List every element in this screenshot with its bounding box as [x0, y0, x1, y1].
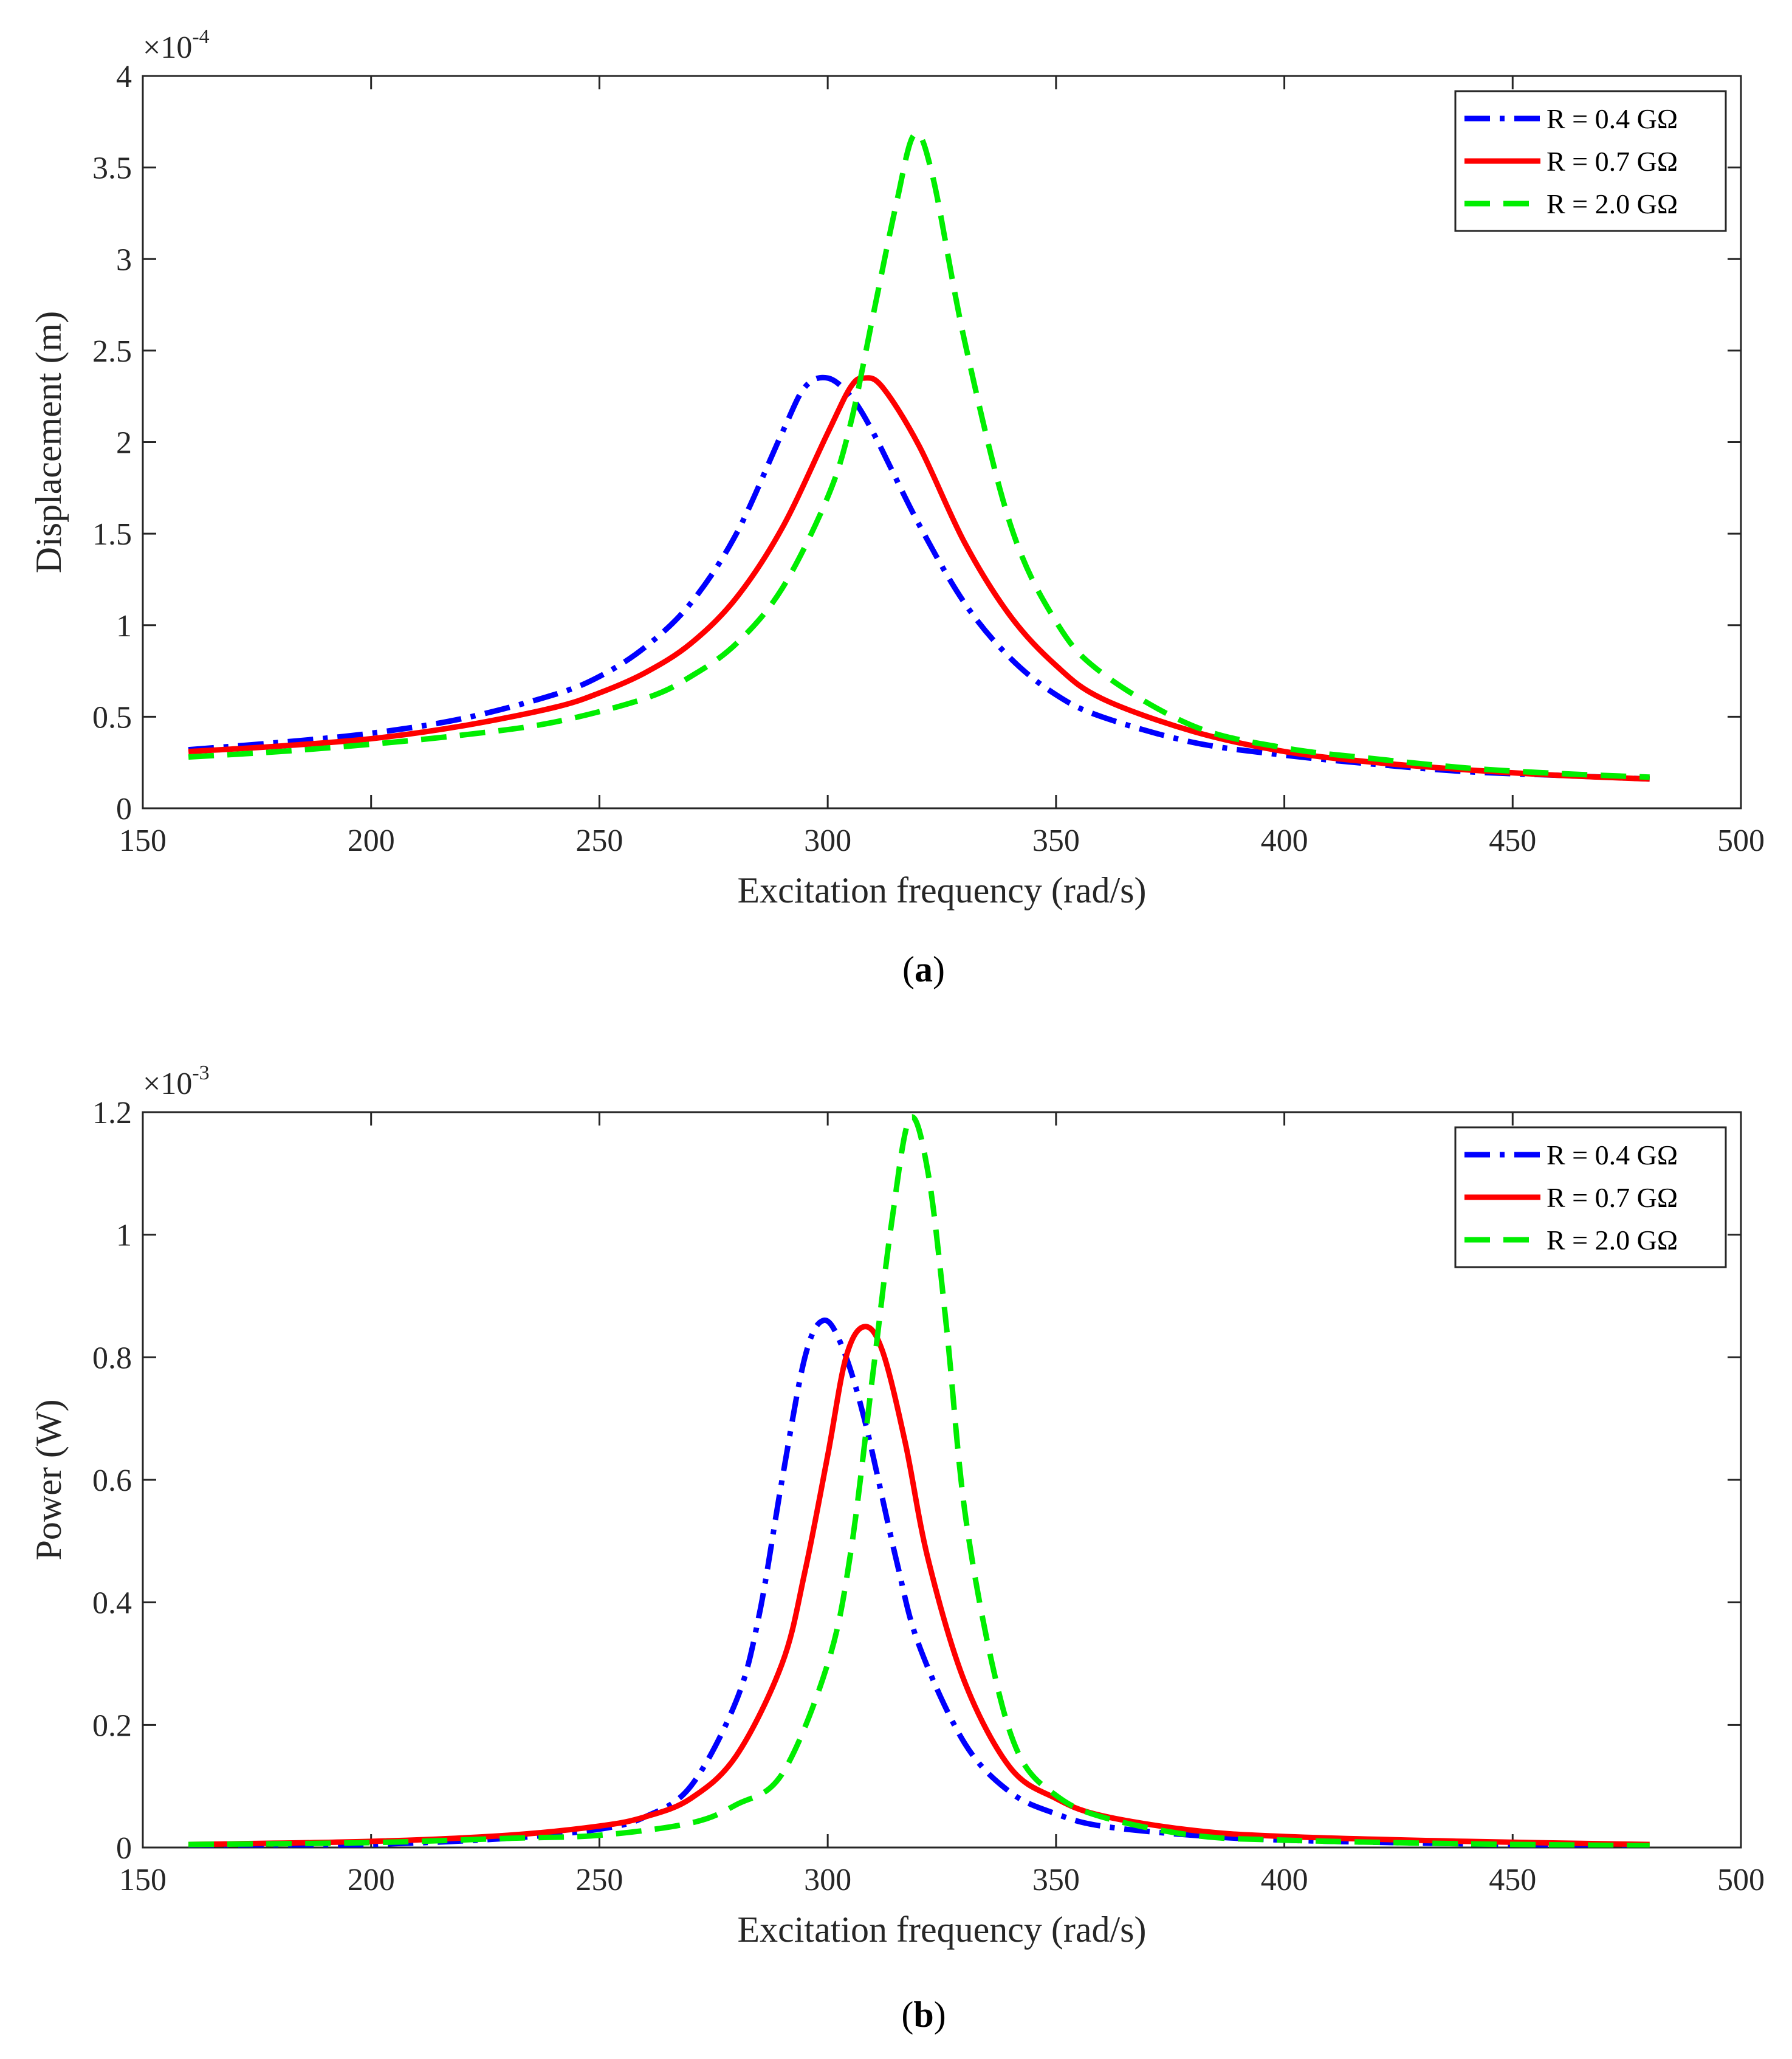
legend-label-2: R = 0.7 GΩ	[1547, 146, 1678, 177]
x-axis-label: Excitation frequency (rad/s)	[737, 1909, 1146, 1950]
y-tick-label: 0.8	[92, 1341, 132, 1375]
series-line-3	[188, 131, 1650, 780]
x-tick-label: 200	[348, 823, 395, 858]
legend: R = 0.4 GΩ R = 0.7 GΩ R = 2.0 GΩ	[1454, 1126, 1727, 1268]
y-tick-label: 0.2	[92, 1708, 132, 1743]
y-tick-label: 3.5	[92, 151, 132, 186]
x-tick-label: 250	[575, 1863, 623, 1897]
y-tick-label: 1	[116, 609, 132, 644]
legend-label-2: R = 0.7 GΩ	[1547, 1182, 1678, 1213]
y-tick-label: 1	[116, 1219, 132, 1253]
caption-letter: a	[915, 949, 933, 989]
legend: R = 0.4 GΩ R = 0.7 GΩ R = 2.0 GΩ	[1454, 90, 1727, 232]
series-group	[188, 1114, 1650, 1848]
legend-label-3: R = 2.0 GΩ	[1547, 1225, 1678, 1256]
y-tick-label: 0.6	[92, 1463, 132, 1498]
y-tick-label: 3	[116, 242, 132, 277]
x-tick-label: 300	[804, 823, 851, 858]
exponent-power: -4	[192, 26, 209, 48]
panel-caption: (a)	[902, 949, 945, 989]
x-axis-label: Excitation frequency (rad/s)	[737, 870, 1146, 910]
x-tick-label: 450	[1489, 1863, 1536, 1897]
x-tick-label: 350	[1032, 823, 1080, 858]
y-tick-label: 0	[116, 1831, 132, 1866]
exponent-base: ×10	[143, 30, 192, 65]
series-group	[188, 131, 1650, 782]
x-tick-label: 400	[1261, 823, 1308, 858]
series-line-2	[188, 375, 1650, 782]
caption-open-paren: (	[901, 1995, 913, 2035]
series-line-3	[188, 1114, 1650, 1848]
y-tick-label: 1.2	[92, 1096, 132, 1130]
caption-open-paren: (	[902, 949, 915, 989]
caption-letter: b	[913, 1995, 933, 2035]
y-tick-label: 0.5	[92, 700, 132, 735]
exponent-power: -3	[192, 1062, 209, 1084]
x-tick-label: 500	[1717, 1863, 1765, 1897]
y-tick-label: 4	[116, 60, 132, 94]
legend-label-1: R = 0.4 GΩ	[1547, 103, 1678, 134]
x-tick-label: 300	[804, 1863, 851, 1897]
panel-caption: (b)	[901, 1995, 946, 2035]
y-axis-label: Power (W)	[29, 1400, 69, 1561]
exponent-base: ×10	[143, 1067, 192, 1101]
y-exponent: ×10-3	[143, 1062, 210, 1101]
x-tick-label: 200	[348, 1863, 395, 1897]
series-line-2	[188, 1324, 1650, 1848]
x-tick-label: 250	[575, 823, 623, 858]
y-tick-label: 1.5	[92, 517, 132, 552]
x-tick-label: 500	[1717, 823, 1765, 858]
legend-label-1: R = 0.4 GΩ	[1547, 1139, 1678, 1170]
x-tick-label: 350	[1032, 1863, 1080, 1897]
y-tick-label: 2.5	[92, 334, 132, 369]
x-tick-label: 150	[119, 823, 166, 858]
y-exponent: ×10-4	[143, 26, 210, 65]
series-line-1	[188, 374, 1650, 782]
caption-close-paren: )	[933, 949, 945, 989]
panel-a: 150 200 250 300 350 400 450 500 0 0.5 1 1.5 2 2.5 3 3.5…	[29, 26, 1765, 989]
caption-close-paren: )	[934, 1995, 946, 2035]
panel-b: 150 200 250 300 350 400 450 500 0 0.2 0.4 0.6 0.8 1 1.…	[29, 1062, 1765, 2035]
x-tick-label: 400	[1261, 1863, 1308, 1897]
legend-label-3: R = 2.0 GΩ	[1547, 188, 1678, 219]
y-tick-label: 0	[116, 792, 132, 827]
y-tick-label: 0.4	[92, 1586, 132, 1621]
y-axis-label: Displacement (m)	[29, 311, 69, 574]
x-tick-label: 150	[119, 1863, 166, 1897]
y-tick-label: 2	[116, 426, 132, 461]
x-tick-label: 450	[1489, 823, 1536, 858]
